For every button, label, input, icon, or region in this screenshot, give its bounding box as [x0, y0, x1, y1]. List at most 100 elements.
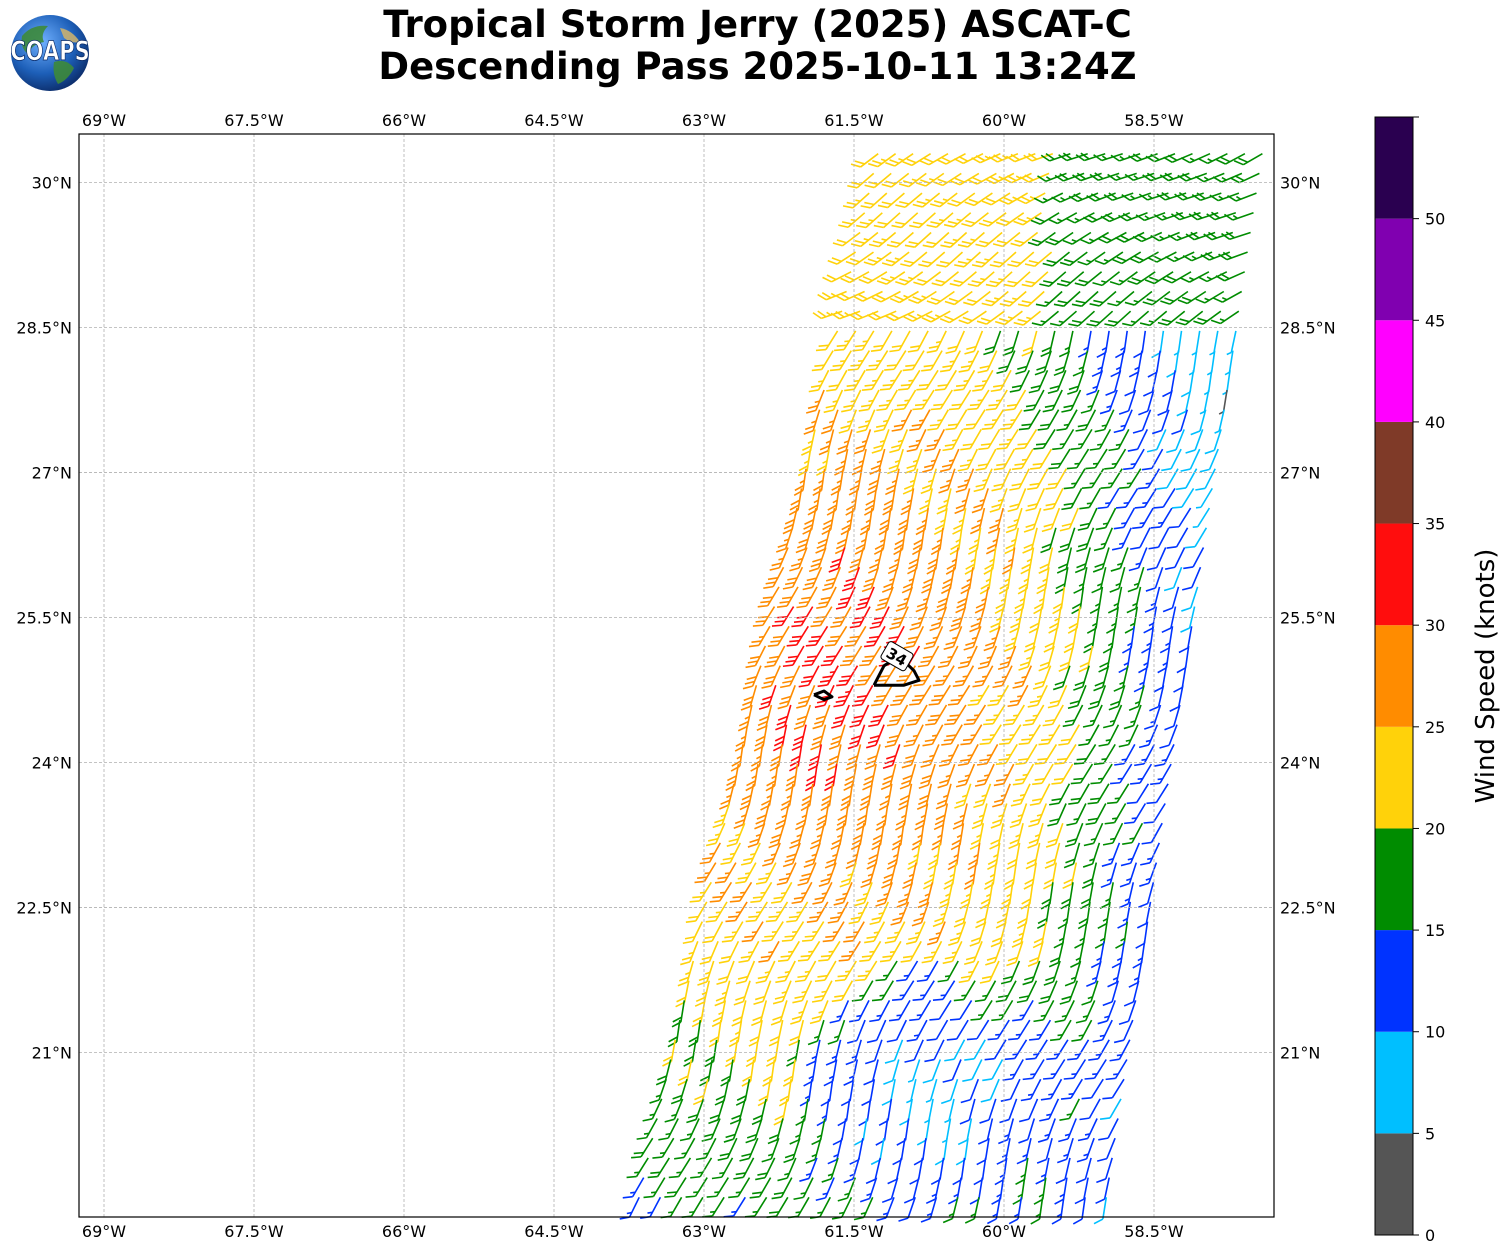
wind-barb [1087, 685, 1107, 710]
wind-barb [1130, 527, 1151, 550]
wind-barb [1037, 172, 1067, 183]
wind-barb [963, 290, 991, 306]
lon-tick-label-top: 63°W [682, 111, 726, 130]
wind-barb [1093, 152, 1123, 162]
wind-barb [856, 409, 876, 434]
wind-barb [1007, 684, 1029, 708]
wind-barb [969, 1177, 984, 1205]
wind-barb [828, 547, 846, 573]
wind-barb [957, 448, 979, 472]
wind-barb [1002, 330, 1020, 357]
wind-barb [825, 1039, 842, 1066]
wind-barb [1064, 822, 1084, 848]
wind-barb [953, 369, 976, 392]
wind-barb [855, 665, 878, 687]
wind-barb [933, 507, 948, 535]
wind-barb [883, 1059, 900, 1085]
wind-barb [1051, 763, 1074, 785]
wind-barb [771, 881, 793, 904]
wind-barb [823, 1059, 838, 1087]
colorbar-tick-label: 0 [1425, 1226, 1435, 1245]
wind-barb [798, 665, 820, 688]
wind-barb [1132, 941, 1146, 969]
contour-34kt-small [813, 689, 834, 702]
wind-barb [695, 1137, 717, 1161]
colorbar-bin [1375, 320, 1413, 422]
wind-barb [1081, 468, 1105, 490]
wind-barb [890, 684, 913, 706]
wind-barb [1096, 1137, 1116, 1162]
wind-barb [903, 1177, 920, 1204]
wind-barb [1096, 1157, 1113, 1184]
wind-barb [940, 1078, 959, 1105]
wind-barb [721, 921, 744, 943]
wind-barb [969, 507, 986, 535]
wind-barb [1118, 1000, 1137, 1026]
wind-barb [649, 1078, 667, 1104]
wind-barb [821, 1157, 839, 1183]
wind-barb [1072, 1197, 1086, 1225]
wind-barb [1009, 468, 1030, 491]
wind-barb [733, 980, 751, 1006]
wind-barb [818, 862, 837, 887]
wind-barb [830, 606, 852, 629]
wind-barb [777, 940, 800, 962]
wind-barb [1108, 685, 1126, 711]
wind-barb [705, 901, 728, 923]
wind-barb [1139, 862, 1158, 887]
wind-barb [789, 547, 808, 572]
wind-barb [930, 192, 958, 208]
wind-barb [875, 586, 894, 611]
wind-barb [903, 310, 933, 322]
wind-barb [1148, 527, 1170, 550]
wind-barb [788, 488, 803, 516]
wind-barb [860, 192, 888, 209]
wind-barb [1070, 941, 1085, 968]
wind-barb [1035, 290, 1063, 308]
wind-barb [954, 251, 981, 268]
wind-barb [755, 960, 776, 984]
wind-barb [936, 488, 952, 515]
wind-barb [971, 803, 988, 830]
wind-barb [1177, 290, 1207, 305]
wind-barb [809, 1196, 832, 1220]
wind-barb [1076, 527, 1095, 553]
wind-barb [843, 1059, 859, 1086]
wind-barb [765, 901, 789, 923]
wind-barb [921, 567, 936, 594]
wind-barb [1043, 1059, 1066, 1080]
wind-barb [1024, 251, 1053, 268]
wind-barb [1171, 487, 1195, 509]
wind-barb [948, 921, 967, 946]
wind-barb [903, 724, 924, 748]
colorbar-tick-label: 50 [1425, 210, 1445, 229]
wind-barb [1077, 1118, 1098, 1142]
lon-tick-label-bottom: 66°W [382, 1222, 426, 1241]
wind-barb [1049, 310, 1078, 327]
wind-barb [701, 1118, 721, 1142]
wind-barb [1023, 152, 1054, 162]
wind-barb [1175, 310, 1204, 326]
wind-barb [871, 290, 901, 303]
lat-tick-label-left: 28.5°N [16, 318, 72, 337]
wind-barb [775, 527, 794, 553]
wind-barb [983, 704, 1006, 726]
wind-barb [859, 940, 882, 962]
lat-tick-label-left: 22.5°N [16, 899, 72, 918]
wind-barb [781, 921, 805, 942]
wind-barb [949, 606, 967, 632]
lat-tick-label-right: 24°N [1280, 754, 1320, 773]
wind-barb [1021, 271, 1049, 288]
wind-barb [1127, 566, 1145, 593]
wind-barb [1159, 724, 1178, 749]
wind-barb [1010, 783, 1031, 807]
wind-barb [1075, 409, 1097, 432]
wind-barb [720, 842, 742, 866]
colorbar-tick-label: 20 [1425, 819, 1445, 838]
wind-barb [995, 743, 1018, 766]
wind-barb [1004, 389, 1027, 412]
wind-barb [1150, 507, 1173, 529]
wind-barb [963, 626, 982, 651]
wind-barb [932, 665, 955, 687]
wind-barb [1037, 409, 1060, 431]
